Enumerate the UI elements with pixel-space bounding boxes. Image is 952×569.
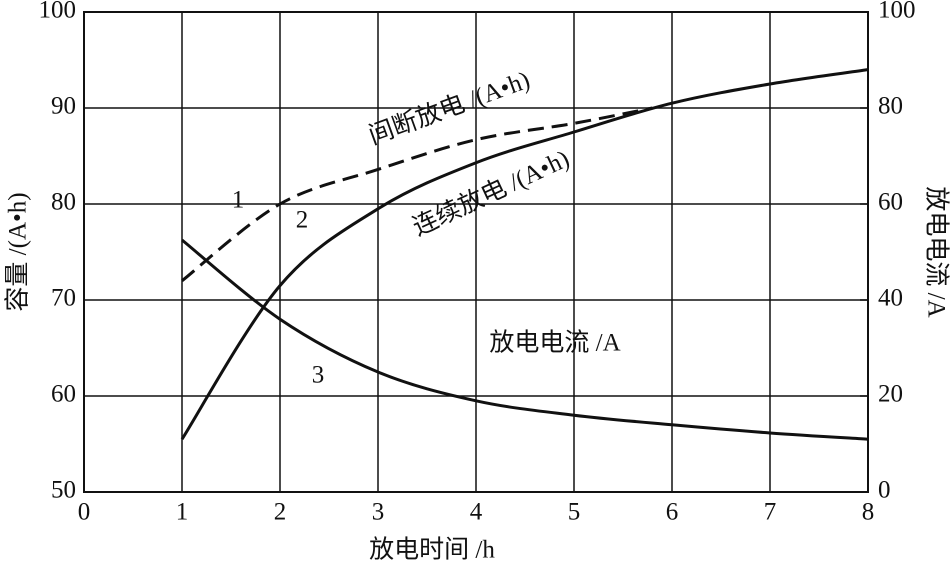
y2-tick-label: 80 [878, 93, 903, 120]
series-line [181, 238, 869, 441]
y-tick-label: 50 [51, 477, 76, 504]
y2-axis-label: 放电电流 /A [922, 186, 950, 317]
x-tick-label: 5 [568, 499, 581, 526]
y-tick-label: 70 [51, 285, 76, 312]
x-axis-label: 放电时间 /h [369, 536, 495, 564]
y-tick-label: 100 [39, 0, 77, 24]
x-tick-label: 0 [78, 499, 91, 526]
series-name: 放电电流 /A [489, 329, 620, 357]
series-number: 1 [232, 187, 245, 214]
y-tick-label: 80 [51, 189, 76, 216]
y2-tick-label: 20 [878, 381, 903, 408]
series-line [180, 68, 869, 441]
x-tick-label: 3 [372, 499, 385, 526]
x-tick-label: 8 [862, 499, 875, 526]
x-tick-label: 4 [470, 499, 483, 526]
x-tick-label: 7 [764, 499, 777, 526]
y2-tick-label: 60 [878, 189, 903, 216]
y-tick-label: 90 [51, 93, 76, 120]
series-line [181, 106, 653, 282]
x-tick-label: 6 [666, 499, 679, 526]
plot-frame [83, 11, 869, 493]
y2-tick-label: 0 [878, 477, 891, 504]
y2-tick-label: 40 [878, 285, 903, 312]
series-name: 连续放电 /(A•h) [408, 145, 573, 242]
y2-tick-label: 100 [878, 0, 916, 24]
series-number: 2 [296, 207, 309, 234]
y-axis-label: 容量 /(A•h) [4, 192, 32, 311]
y-tick-label: 60 [51, 381, 76, 408]
x-tick-label: 2 [274, 499, 287, 526]
series-number: 3 [312, 362, 325, 389]
x-tick-label: 1 [176, 499, 189, 526]
